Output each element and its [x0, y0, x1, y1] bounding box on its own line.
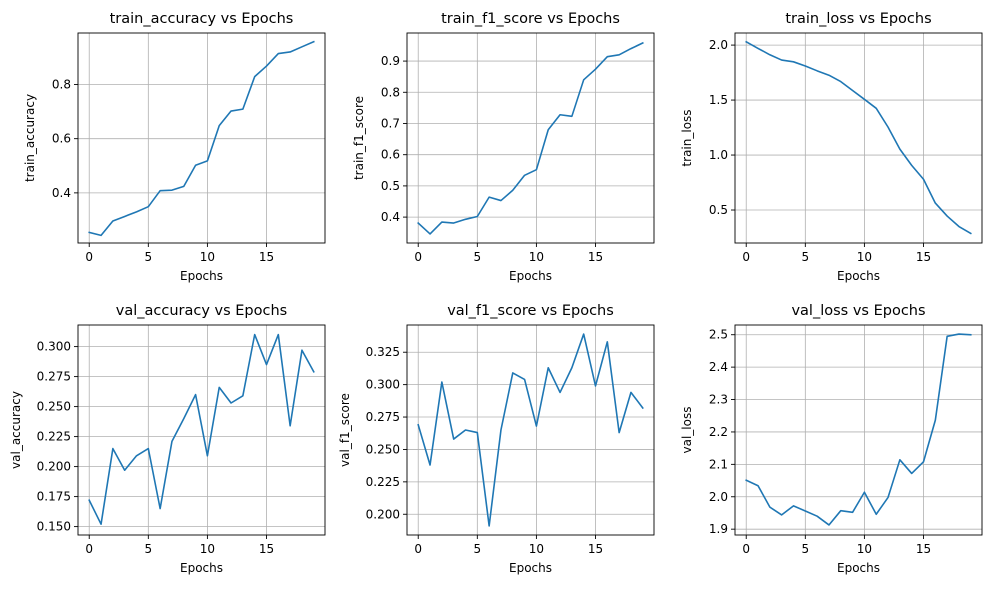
y-tick-label: 0.300 — [366, 378, 400, 392]
y-tick-label: 0.4 — [381, 210, 400, 224]
chart-title: val_accuracy vs Epochs — [116, 303, 287, 319]
axes-frame — [77, 32, 326, 244]
x-axis-label: Epochs — [837, 269, 880, 283]
x-tick-label: 5 — [801, 250, 809, 264]
series-line — [745, 333, 972, 526]
x-tick-label: 0 — [414, 250, 422, 264]
y-tick-label: 0.175 — [37, 490, 71, 504]
chart-title: train_loss vs Epochs — [785, 11, 931, 27]
x-axis-label: Epochs — [509, 269, 552, 283]
x-tick-label: 5 — [801, 542, 809, 556]
y-tick-label: 0.275 — [366, 410, 400, 424]
x-tick-label: 15 — [588, 250, 603, 264]
chart-panel-2: 0 5 10 15 0.5 1.0 1.5 2.0 train_loss vs Epochs Ep… — [680, 11, 983, 283]
x-axis-label: Epochs — [180, 561, 223, 575]
y-tick-label: 0.275 — [37, 370, 71, 384]
x-axis-label: Epochs — [180, 269, 223, 283]
x-tick-label: 15 — [916, 250, 931, 264]
series-line — [88, 40, 315, 237]
y-tick-label: 0.6 — [52, 132, 71, 146]
x-tick-label: 15 — [259, 250, 274, 264]
y-tick-label: 0.300 — [37, 340, 71, 354]
chart-title: train_accuracy vs Epochs — [110, 11, 294, 27]
y-tick-label: 0.5 — [709, 203, 728, 217]
x-tick-label: 15 — [259, 542, 274, 556]
x-tick-label: 0 — [742, 542, 750, 556]
y-tick-label: 0.325 — [366, 345, 400, 359]
y-tick-label: 0.225 — [37, 430, 71, 444]
x-tick-label: 0 — [85, 542, 93, 556]
x-tick-label: 5 — [144, 542, 152, 556]
x-tick-label: 0 — [742, 250, 750, 264]
y-axis-label: train_f1_score — [352, 96, 366, 180]
axes-frame — [406, 324, 655, 536]
y-axis-label: train_loss — [680, 109, 694, 166]
x-tick-label: 10 — [857, 250, 872, 264]
chart-title: val_loss vs Epochs — [791, 303, 925, 319]
chart-panel-4: 0 5 10 15 0.200 0.225 0.250 0.275 0.300 0.325 val_… — [338, 303, 655, 575]
axes-frame — [406, 32, 655, 244]
y-tick-label: 0.250 — [37, 400, 71, 414]
y-tick-label: 2.5 — [709, 328, 728, 342]
x-tick-label: 10 — [529, 250, 544, 264]
x-tick-label: 10 — [200, 542, 215, 556]
y-tick-label: 0.150 — [37, 520, 71, 534]
y-tick-label: 2.2 — [709, 425, 728, 439]
y-axis-label: train_accuracy — [23, 94, 37, 182]
series-line — [88, 333, 315, 526]
x-tick-label: 10 — [857, 542, 872, 556]
y-tick-label: 1.5 — [709, 93, 728, 107]
x-tick-label: 5 — [473, 250, 481, 264]
y-tick-label: 2.3 — [709, 393, 728, 407]
x-tick-label: 15 — [916, 542, 931, 556]
y-tick-label: 0.225 — [366, 475, 400, 489]
chart-panel-1: 0 5 10 15 0.4 0.5 0.6 0.7 0.8 0.9 train_f1_score v… — [352, 11, 655, 283]
y-tick-label: 1.9 — [709, 522, 728, 536]
x-axis-label: Epochs — [509, 561, 552, 575]
x-tick-label: 0 — [414, 542, 422, 556]
y-tick-label: 2.1 — [709, 457, 728, 471]
y-tick-label: 0.5 — [381, 179, 400, 193]
y-tick-label: 0.250 — [366, 442, 400, 456]
y-axis-label: val_f1_score — [338, 393, 352, 467]
y-tick-label: 0.9 — [381, 54, 400, 68]
series-line — [417, 333, 644, 527]
y-tick-label: 2.0 — [709, 490, 728, 504]
series-line — [745, 40, 972, 235]
y-axis-label: val_accuracy — [9, 391, 23, 469]
y-tick-label: 1.0 — [709, 148, 728, 162]
y-axis-label: val_loss — [680, 407, 694, 454]
chart-panel-5: 0 5 10 15 1.9 2.0 2.1 2.2 2.3 2.4 2.5 val_loss vs E… — [680, 303, 983, 575]
axes-frame — [734, 324, 983, 536]
x-tick-label: 10 — [529, 542, 544, 556]
y-tick-label: 0.6 — [381, 148, 400, 162]
y-tick-label: 2.0 — [709, 38, 728, 52]
y-tick-label: 0.4 — [52, 186, 71, 200]
y-tick-label: 2.4 — [709, 360, 728, 374]
chart-title: val_f1_score vs Epochs — [447, 303, 614, 319]
x-tick-label: 5 — [473, 542, 481, 556]
axes-frame — [77, 324, 326, 536]
chart-title: train_f1_score vs Epochs — [441, 11, 620, 27]
y-tick-label: 0.200 — [37, 460, 71, 474]
y-tick-label: 0.200 — [366, 507, 400, 521]
x-tick-label: 10 — [200, 250, 215, 264]
x-axis-label: Epochs — [837, 561, 880, 575]
chart-panel-0: 0 5 10 15 0.4 0.6 0.8 train_accuracy vs Epochs E… — [23, 11, 326, 283]
x-tick-label: 15 — [588, 542, 603, 556]
y-tick-label: 0.7 — [381, 116, 400, 130]
x-tick-label: 0 — [85, 250, 93, 264]
y-tick-label: 0.8 — [52, 77, 71, 91]
chart-panel-3: 0 5 10 15 0.150 0.175 0.200 0.225 0.250 0.275 0.30… — [9, 303, 326, 575]
y-tick-label: 0.8 — [381, 85, 400, 99]
axes-frame — [734, 32, 983, 244]
x-tick-label: 5 — [144, 250, 152, 264]
series-line — [417, 41, 644, 235]
